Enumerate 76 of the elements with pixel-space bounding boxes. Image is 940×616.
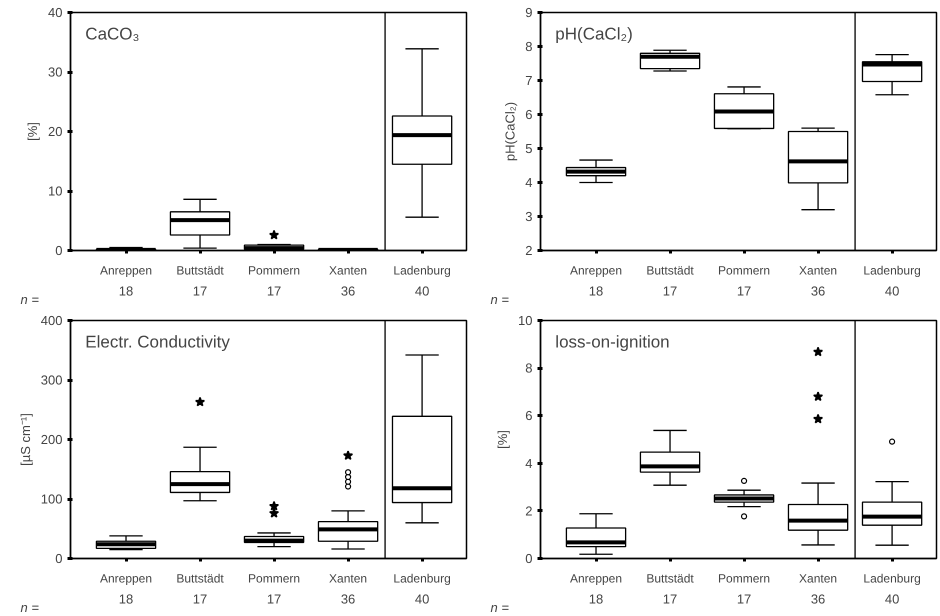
text: n = <box>20 292 40 307</box>
x-tick-label: Xanten <box>799 264 838 278</box>
x-tick-label: Buttstädt <box>646 264 694 278</box>
text: 17 <box>192 592 208 606</box>
text: Electr. Conductivity <box>85 332 230 352</box>
text: 17 <box>736 592 752 606</box>
y-tick-label: 20 <box>48 124 63 139</box>
x-tick-label: Ladenburg <box>393 572 451 586</box>
y-tick-label: 7 <box>525 73 533 88</box>
y-tick-label: 9 <box>525 5 533 20</box>
text: 36 <box>340 284 356 298</box>
text: n = <box>20 600 40 615</box>
x-tick-label: Ladenburg <box>393 264 451 278</box>
x-tick-label: Pommern <box>248 264 300 278</box>
text: 17 <box>266 284 282 298</box>
text: 40 <box>884 592 900 606</box>
y-tick-label: 4 <box>525 175 533 190</box>
text: n = <box>490 600 510 615</box>
x-tick-label: Anreppen <box>570 572 622 586</box>
text: 17 <box>662 592 678 606</box>
x-tick-label: Buttstädt <box>176 572 224 586</box>
y-tick-label: 10 <box>518 313 533 328</box>
text: 36 <box>340 592 356 606</box>
x-tick-label: Ladenburg <box>863 264 921 278</box>
y-axis-title: pH(CaCl₂) <box>502 102 518 162</box>
y-tick-label: 8 <box>525 360 533 376</box>
x-tick-label: Buttstädt <box>646 572 694 586</box>
y-tick-label: 6 <box>525 408 533 424</box>
y-tick-label: 2 <box>525 503 533 518</box>
text: 36 <box>810 284 826 298</box>
y-tick-label: 4 <box>525 456 533 471</box>
y-axis-title: [%] <box>25 122 40 141</box>
y-tick-label: 8 <box>525 39 533 54</box>
y-tick-label: 6 <box>525 107 533 122</box>
text: 40 <box>884 284 900 298</box>
x-tick-label: Xanten <box>329 572 368 586</box>
x-tick-label: Anreppen <box>100 572 152 586</box>
y-tick-label: 400 <box>40 313 63 328</box>
x-tick-label: Anreppen <box>100 264 152 278</box>
text: 18 <box>118 284 134 298</box>
y-axis-title: [%] <box>495 430 510 449</box>
y-tick-label: 0 <box>525 551 533 566</box>
x-tick-label: Xanten <box>329 264 368 278</box>
x-tick-label: Pommern <box>248 572 300 586</box>
text: 17 <box>192 284 208 298</box>
text: pH(CaCl₂) <box>555 24 633 44</box>
y-tick-label: 5 <box>525 141 533 156</box>
y-tick-label: 0 <box>55 551 63 566</box>
text: 40 <box>414 284 430 298</box>
x-tick-label: Buttstädt <box>176 264 224 278</box>
x-tick-label: Pommern <box>718 264 770 278</box>
text: 18 <box>588 592 604 606</box>
y-tick-label: 300 <box>40 372 63 388</box>
y-tick-label: 2 <box>525 243 533 258</box>
y-tick-label: 100 <box>40 492 63 506</box>
text: loss-on-ignition <box>555 332 670 352</box>
text: 18 <box>588 284 604 298</box>
text: 17 <box>266 592 282 606</box>
y-axis-title: [µS cm⁻¹] <box>18 413 33 466</box>
y-tick-label: 40 <box>48 5 63 20</box>
x-tick-label: Pommern <box>718 572 770 586</box>
y-tick-label: 10 <box>48 184 63 198</box>
x-tick-label: Xanten <box>799 572 838 586</box>
y-tick-label: 0 <box>55 243 63 258</box>
text: 40 <box>414 592 430 606</box>
x-tick-label: Anreppen <box>570 264 622 278</box>
y-tick-label: 200 <box>40 432 63 447</box>
text: CaCO₃ <box>85 24 140 44</box>
text: n = <box>490 292 510 307</box>
text: 18 <box>118 592 134 606</box>
text: 17 <box>736 284 752 298</box>
y-tick-label: 30 <box>48 64 63 80</box>
text: 36 <box>810 592 826 606</box>
text: 17 <box>662 284 678 298</box>
x-tick-label: Ladenburg <box>863 572 921 586</box>
y-tick-label: 3 <box>525 209 533 224</box>
